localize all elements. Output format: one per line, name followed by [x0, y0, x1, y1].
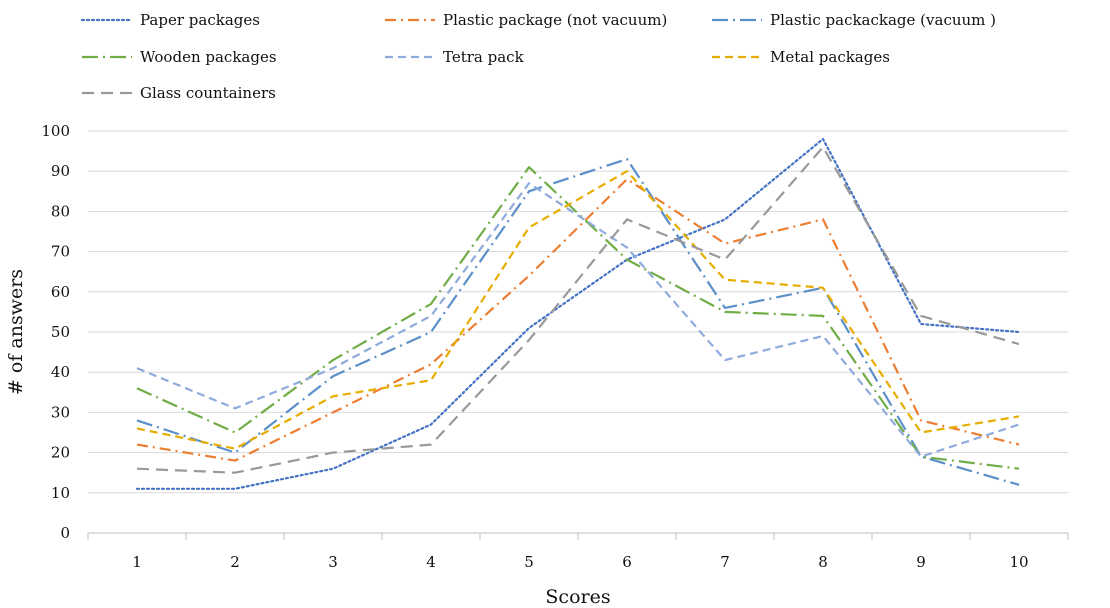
y-tick-label: 60	[51, 283, 70, 301]
x-tick-label: 8	[818, 553, 828, 571]
y-tick-label: 30	[51, 403, 70, 421]
legend-label-3: Plastic packackage (vacuum )	[770, 11, 996, 29]
legend-label-4: Wooden packages	[140, 48, 277, 66]
series-line-2	[136, 178, 1020, 462]
legend-label-2: Plastic package (not vacuum)	[443, 11, 667, 29]
legend-label-6: Metal packages	[770, 48, 890, 66]
series-line-5	[136, 182, 1020, 458]
y-tick-label: 10	[51, 484, 70, 502]
series-line-6	[136, 170, 1020, 450]
y-tick-label: 20	[51, 444, 70, 462]
x-tick-label: 1	[132, 553, 142, 571]
legend-label-7: Glass countainers	[140, 84, 276, 102]
series-line-4	[136, 166, 1020, 470]
y-tick-label: 80	[51, 202, 70, 220]
y-tick-label: 100	[41, 122, 70, 140]
y-tick-label: 90	[51, 162, 70, 180]
series-line-3	[136, 158, 1020, 486]
x-tick-label: 4	[426, 553, 436, 571]
legend-label-1: Paper packages	[140, 11, 260, 29]
y-axis-label: # of answers	[5, 269, 27, 395]
y-tick-label: 50	[51, 323, 70, 341]
series-line-1	[135, 137, 1021, 490]
x-tick-label: 6	[622, 553, 632, 571]
y-tick-label: 70	[51, 243, 70, 261]
x-tick-label: 3	[328, 553, 338, 571]
x-tick-label: 5	[524, 553, 534, 571]
series-line-7	[136, 146, 1020, 474]
x-axis-label: Scores	[545, 586, 610, 608]
x-tick-label: 10	[1009, 553, 1028, 571]
y-tick-label: 40	[51, 363, 70, 381]
x-tick-label: 7	[720, 553, 730, 571]
x-tick-label: 2	[230, 553, 240, 571]
x-tick-label: 9	[916, 553, 926, 571]
y-tick-label: 0	[60, 524, 70, 542]
legend-label-5: Tetra pack	[443, 48, 525, 66]
